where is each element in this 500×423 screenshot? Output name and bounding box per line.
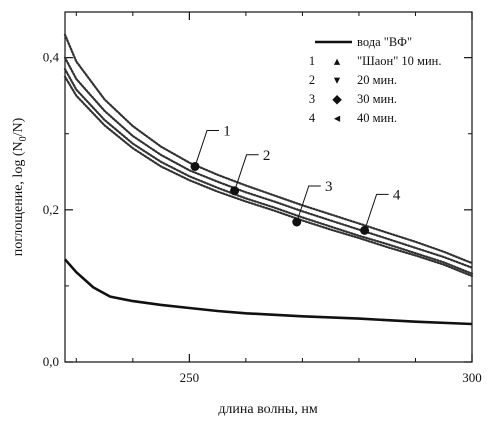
y-tick-label: 0,4 [43, 50, 60, 65]
callout-label: 1 [223, 123, 231, 139]
y-axis-title: поглощение, log (N0/N) [11, 117, 29, 256]
series-line-2 [63, 56, 474, 269]
legend-label: вода "ВФ" [357, 35, 412, 49]
series-line-4 [63, 75, 474, 278]
x-axis-title: длина волны, нм [218, 402, 318, 417]
legend-label: 20 мин. [357, 73, 397, 87]
legend-marker: ◆ [332, 92, 342, 106]
series-line-1 [63, 33, 474, 265]
legend-label: "Шаон" 10 мин. [357, 54, 441, 68]
plot-frame [64, 11, 473, 363]
callout-leader [234, 154, 259, 191]
y-axis-title-sub: 0 [18, 136, 29, 141]
axis-ticks: 250 300 0,0 0,2 0,4 [43, 12, 482, 385]
legend-label: 30 мин. [357, 92, 397, 106]
callout-leader [364, 193, 389, 231]
series-line-3 [63, 67, 474, 275]
legend-number: 3 [309, 92, 315, 106]
callout-label: 4 [393, 187, 401, 203]
series-line-water [64, 258, 473, 326]
legend-marker: ▾ [334, 73, 341, 87]
legend-number: 4 [309, 111, 316, 125]
callout-label: 2 [263, 148, 271, 164]
callout-layer: 1 2 3 4 [190, 123, 401, 235]
x-tick-label: 300 [462, 370, 482, 385]
y-axis-title-main: поглощение, log (N [11, 141, 26, 256]
callout-leader [194, 129, 220, 167]
series-layer [63, 33, 474, 326]
legend-marker: ▴ [334, 54, 341, 68]
legend: вода "ВФ" 1 ▴ "Шаон" 10 мин. 2 ▾ 20 мин. 3 ◆ 30 м… [309, 35, 442, 125]
callout-leader [296, 185, 321, 223]
callout-label: 3 [325, 179, 333, 195]
y-tick-label: 0,0 [43, 354, 59, 369]
y-tick-label: 0,2 [43, 202, 59, 217]
legend-label: 40 мин. [357, 111, 397, 125]
legend-number: 1 [309, 54, 315, 68]
legend-marker: ◂ [334, 111, 341, 125]
y-axis-title-end: /N) [11, 117, 26, 136]
legend-number: 2 [309, 73, 315, 87]
x-tick-label: 250 [180, 370, 200, 385]
